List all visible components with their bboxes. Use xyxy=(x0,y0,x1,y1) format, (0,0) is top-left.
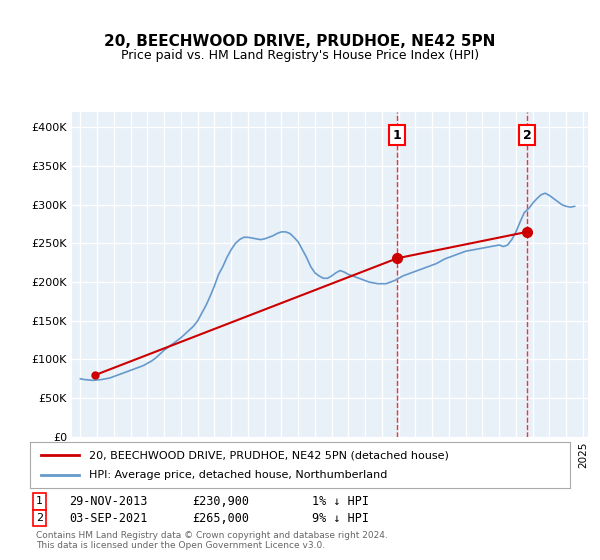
Text: 1: 1 xyxy=(393,129,402,142)
Text: 2: 2 xyxy=(36,513,43,523)
Text: 20, BEECHWOOD DRIVE, PRUDHOE, NE42 5PN: 20, BEECHWOOD DRIVE, PRUDHOE, NE42 5PN xyxy=(104,35,496,49)
Text: HPI: Average price, detached house, Northumberland: HPI: Average price, detached house, Nort… xyxy=(89,470,388,480)
Text: £230,900: £230,900 xyxy=(192,494,249,508)
Text: 03-SEP-2021: 03-SEP-2021 xyxy=(69,511,148,525)
Text: 1% ↓ HPI: 1% ↓ HPI xyxy=(312,494,369,508)
Text: £265,000: £265,000 xyxy=(192,511,249,525)
Text: Price paid vs. HM Land Registry's House Price Index (HPI): Price paid vs. HM Land Registry's House … xyxy=(121,49,479,63)
Text: 20, BEECHWOOD DRIVE, PRUDHOE, NE42 5PN (detached house): 20, BEECHWOOD DRIVE, PRUDHOE, NE42 5PN (… xyxy=(89,450,449,460)
Text: 1: 1 xyxy=(36,496,43,506)
Text: 9% ↓ HPI: 9% ↓ HPI xyxy=(312,511,369,525)
Text: 2: 2 xyxy=(523,129,532,142)
Text: 29-NOV-2013: 29-NOV-2013 xyxy=(69,494,148,508)
Text: Contains HM Land Registry data © Crown copyright and database right 2024.
This d: Contains HM Land Registry data © Crown c… xyxy=(36,531,388,550)
